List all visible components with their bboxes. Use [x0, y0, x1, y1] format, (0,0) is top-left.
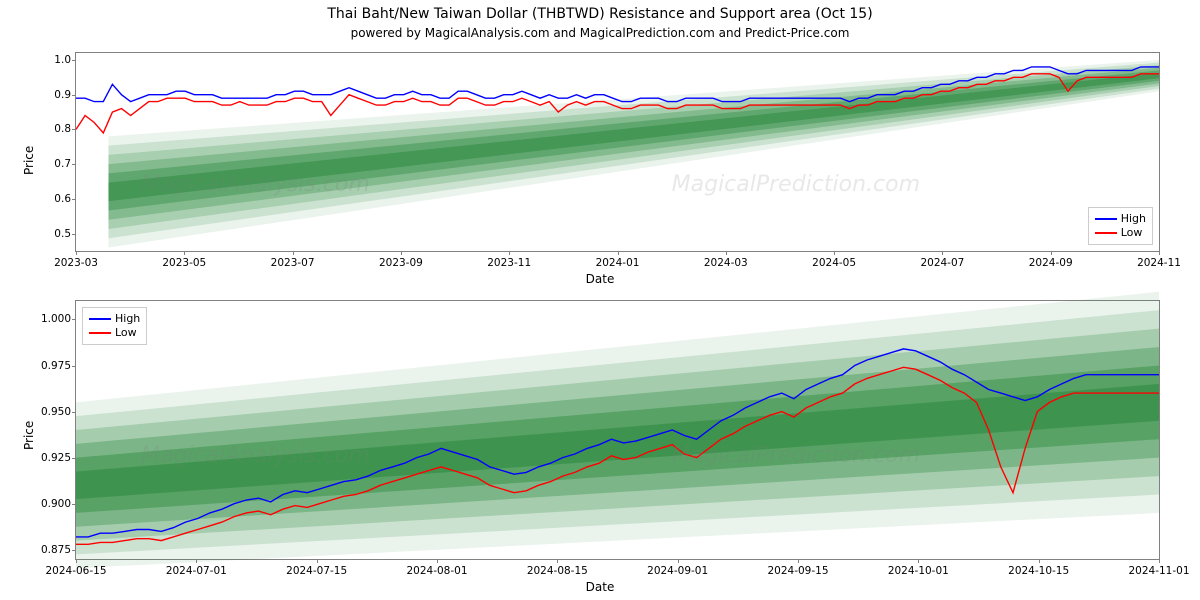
xtick-label: 2024-11-01 — [1128, 565, 1189, 577]
ytick-label: 0.950 — [31, 406, 71, 418]
ytick-label: 0.900 — [31, 498, 71, 510]
xtick-label: 2024-05 — [812, 257, 856, 269]
bottom-chart-panel: High Low 0.8750.9000.9250.9500.9751.0002… — [75, 300, 1160, 560]
xtick-label: 2024-09-01 — [647, 565, 708, 577]
ytick-label: 0.9 — [31, 89, 71, 101]
ytick-label: 0.975 — [31, 360, 71, 372]
legend-low-swatch — [89, 332, 111, 334]
legend-row-high: High — [89, 312, 140, 326]
top-legend: High Low — [1088, 207, 1153, 245]
xtick-label: 2023-09 — [379, 257, 423, 269]
ytick-label: 0.8 — [31, 123, 71, 135]
ytick-label: 1.000 — [31, 313, 71, 325]
top-chart-panel: High Low 0.50.60.70.80.91.02023-032023-0… — [75, 52, 1160, 252]
legend-high-label: High — [115, 312, 140, 326]
top-chart-svg — [76, 53, 1159, 251]
bottom-legend: High Low — [82, 307, 147, 345]
legend-row-low: Low — [89, 326, 140, 340]
legend-high-swatch — [1095, 218, 1117, 220]
chart-subtitle: powered by MagicalAnalysis.com and Magic… — [0, 26, 1200, 40]
xtick-label: 2024-07-15 — [286, 565, 347, 577]
bottom-ylabel: Price — [22, 421, 36, 450]
xtick-label: 2023-05 — [162, 257, 206, 269]
bottom-chart-svg — [76, 301, 1159, 559]
legend-high-swatch — [89, 318, 111, 320]
top-xlabel: Date — [0, 272, 1200, 286]
xtick-label: 2024-10-01 — [888, 565, 949, 577]
xtick-label: 2024-10-15 — [1008, 565, 1069, 577]
xtick-label: 2024-03 — [704, 257, 748, 269]
xtick-label: 2024-09 — [1029, 257, 1073, 269]
ytick-label: 0.6 — [31, 193, 71, 205]
xtick-label: 2024-11 — [1137, 257, 1181, 269]
ytick-label: 0.5 — [31, 228, 71, 240]
legend-low-label: Low — [1121, 226, 1143, 240]
xtick-label: 2024-08-15 — [527, 565, 588, 577]
xtick-label: 2024-09-15 — [767, 565, 828, 577]
xtick-label: 2023-07 — [271, 257, 315, 269]
legend-row-high: High — [1095, 212, 1146, 226]
xtick-label: 2024-06-15 — [45, 565, 106, 577]
xtick-label: 2024-07-01 — [166, 565, 227, 577]
top-ylabel: Price — [22, 146, 36, 175]
xtick-label: 2024-01 — [596, 257, 640, 269]
figure: Thai Baht/New Taiwan Dollar (THBTWD) Res… — [0, 0, 1200, 600]
xtick-label: 2023-03 — [54, 257, 98, 269]
legend-row-low: Low — [1095, 226, 1146, 240]
xtick-label: 2024-08-01 — [406, 565, 467, 577]
legend-low-label: Low — [115, 326, 137, 340]
ytick-label: 1.0 — [31, 54, 71, 66]
legend-low-swatch — [1095, 232, 1117, 234]
xtick-label: 2024-07 — [920, 257, 964, 269]
legend-high-label: High — [1121, 212, 1146, 226]
ytick-label: 0.925 — [31, 452, 71, 464]
ytick-label: 0.875 — [31, 544, 71, 556]
xtick-label: 2023-11 — [487, 257, 531, 269]
bottom-xlabel: Date — [0, 580, 1200, 594]
ytick-label: 0.7 — [31, 158, 71, 170]
chart-title: Thai Baht/New Taiwan Dollar (THBTWD) Res… — [0, 6, 1200, 22]
